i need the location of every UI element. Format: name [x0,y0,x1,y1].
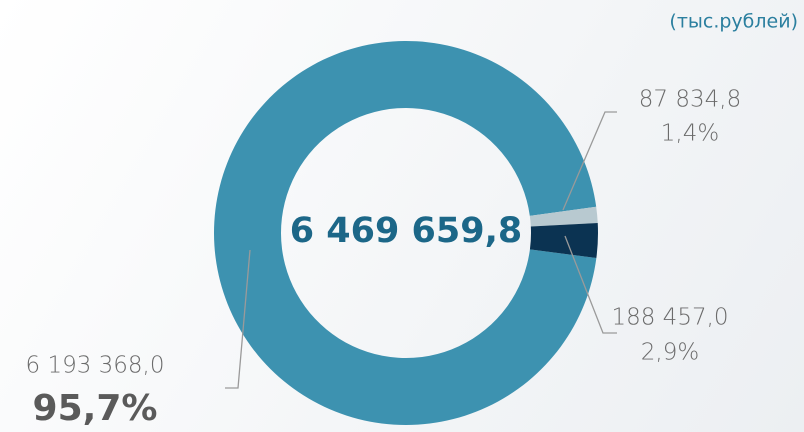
unit-note: (тыс.рублей) [669,11,798,33]
total-label: 6 469 659,8 [290,211,523,251]
leader-line [225,249,251,389]
leader-line [564,235,617,334]
slice [529,206,598,227]
value-label: 6 193 368,0 [26,353,165,379]
slice [214,41,597,426]
percent-label: 2,9% [641,340,699,366]
percent-label: 95,7% [33,388,158,429]
value-label: 188 457,0 [611,305,728,331]
percent-label: 1,4% [661,121,719,147]
slice [529,222,598,259]
value-label: 87 834,8 [639,87,741,113]
leader-line [562,111,617,211]
donut [214,41,598,426]
